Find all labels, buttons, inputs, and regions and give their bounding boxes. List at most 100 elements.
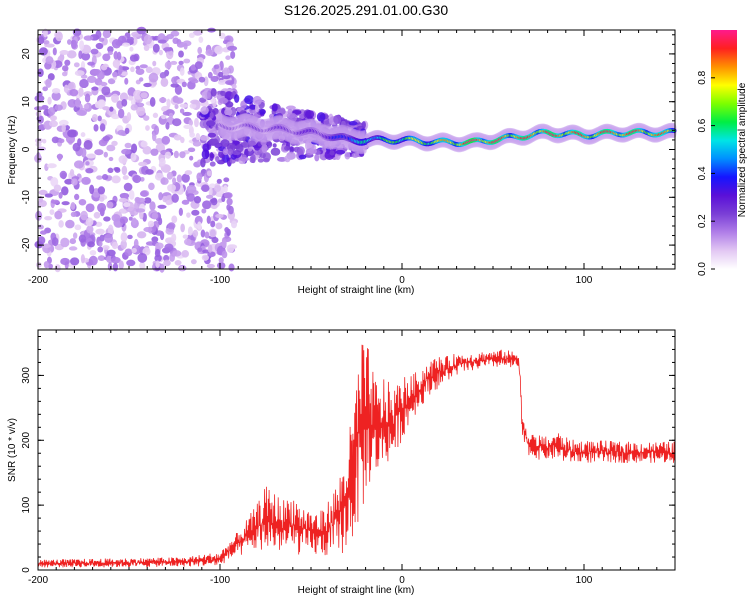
heat-cell bbox=[106, 201, 114, 209]
heat-cell bbox=[63, 84, 69, 94]
heat-cell bbox=[148, 182, 155, 191]
heat-cell bbox=[149, 201, 156, 211]
heat-cell bbox=[66, 50, 77, 59]
heat-cell bbox=[124, 77, 129, 85]
heat-cell bbox=[79, 40, 85, 51]
heat-cell bbox=[59, 170, 68, 179]
heat-cell bbox=[42, 243, 51, 248]
heat-cell bbox=[170, 60, 178, 65]
heat-cell bbox=[140, 92, 148, 99]
colorbar-tick-label: 0.2 bbox=[697, 214, 708, 228]
heat-cell bbox=[98, 99, 106, 108]
heat-cell bbox=[190, 64, 197, 71]
heat-cell bbox=[143, 34, 153, 45]
heat-cell bbox=[104, 233, 114, 243]
heat-cell bbox=[135, 102, 145, 108]
heat-cell bbox=[126, 36, 134, 43]
heat-cell bbox=[210, 197, 218, 206]
heat-cell bbox=[78, 198, 87, 206]
heat-cell bbox=[166, 49, 174, 60]
heat-cell bbox=[120, 232, 128, 242]
heat-cell bbox=[152, 60, 157, 67]
heat-cell bbox=[95, 228, 105, 235]
heat-cell bbox=[51, 88, 61, 94]
heat-cell bbox=[97, 246, 104, 253]
heat-cell bbox=[128, 216, 133, 221]
heat-cell bbox=[174, 104, 179, 110]
heat-cell bbox=[181, 81, 187, 88]
heat-cell bbox=[210, 204, 218, 210]
heat-cell bbox=[51, 237, 59, 247]
heat-cell bbox=[74, 70, 85, 77]
heat-cell bbox=[148, 72, 159, 83]
snr-series bbox=[37, 344, 676, 568]
heat-cell bbox=[102, 245, 110, 250]
heat-cell bbox=[207, 244, 213, 253]
spectrogram-heatmap bbox=[33, 26, 677, 273]
x-tick-label: 100 bbox=[576, 575, 593, 586]
colorbar: 0.0 0.2 0.4 0.6 0.8 Normalized spectral ampl… bbox=[697, 30, 748, 276]
heat-cell bbox=[199, 119, 208, 129]
heat-cell bbox=[221, 239, 227, 248]
heat-cell bbox=[272, 143, 277, 148]
heat-cell bbox=[43, 40, 50, 45]
spectrogram-y-axis-label: Frequency (Hz) bbox=[7, 116, 18, 185]
heat-cell bbox=[158, 192, 163, 201]
heat-cell bbox=[210, 97, 216, 104]
heat-cell bbox=[333, 114, 342, 125]
spectrogram-x-tick-labels: -200 -100 0 100 bbox=[28, 275, 593, 286]
heat-cell bbox=[289, 146, 294, 154]
heat-cell bbox=[111, 39, 122, 49]
heat-cell bbox=[67, 98, 77, 108]
heat-cell bbox=[35, 137, 44, 144]
heat-cell bbox=[200, 229, 206, 238]
heat-cell bbox=[344, 151, 351, 160]
heat-cell bbox=[87, 241, 95, 248]
heat-cell bbox=[60, 257, 70, 266]
heat-cell bbox=[97, 115, 102, 122]
heat-cell bbox=[59, 49, 69, 55]
heat-cell bbox=[130, 66, 135, 73]
heat-cell bbox=[194, 61, 203, 69]
heat-cell bbox=[223, 185, 228, 193]
heat-cell bbox=[252, 95, 262, 106]
heat-cell bbox=[298, 154, 307, 160]
heat-cell bbox=[205, 120, 216, 127]
heat-cell bbox=[111, 140, 118, 147]
heat-cell bbox=[78, 87, 84, 97]
heat-cell bbox=[206, 215, 211, 224]
heat-cell bbox=[231, 84, 237, 89]
y-tick-label: 0 bbox=[21, 146, 32, 152]
heat-cell bbox=[83, 139, 93, 150]
heat-cell bbox=[95, 42, 104, 50]
heat-cell bbox=[111, 213, 121, 222]
heat-cell bbox=[98, 37, 105, 42]
heat-cell bbox=[200, 106, 209, 115]
heat-cell bbox=[80, 147, 87, 158]
heat-cell bbox=[102, 106, 110, 111]
colorbar-tick-label: 0.6 bbox=[697, 118, 708, 132]
heat-cell bbox=[159, 97, 167, 103]
heat-cell bbox=[157, 204, 167, 209]
heat-cell bbox=[163, 47, 173, 52]
heat-cell bbox=[83, 103, 90, 110]
heat-cell bbox=[166, 33, 174, 40]
heat-cell bbox=[45, 78, 52, 88]
heat-cell bbox=[211, 237, 219, 244]
heat-cell bbox=[174, 260, 182, 266]
heat-cell bbox=[202, 143, 210, 152]
heat-cell bbox=[139, 261, 146, 270]
colorbar-gradient bbox=[711, 30, 737, 269]
heat-cell bbox=[80, 210, 88, 221]
heat-cell bbox=[206, 263, 215, 269]
heat-cell bbox=[214, 45, 224, 55]
heat-cell bbox=[98, 240, 103, 247]
heat-cell bbox=[130, 152, 137, 162]
heat-cell bbox=[96, 71, 105, 80]
heat-cell bbox=[166, 98, 171, 109]
heat-cell bbox=[107, 224, 114, 235]
heat-cell bbox=[111, 113, 120, 120]
heat-cell bbox=[122, 175, 129, 180]
heat-cell bbox=[149, 97, 156, 107]
heat-cell bbox=[80, 254, 85, 264]
